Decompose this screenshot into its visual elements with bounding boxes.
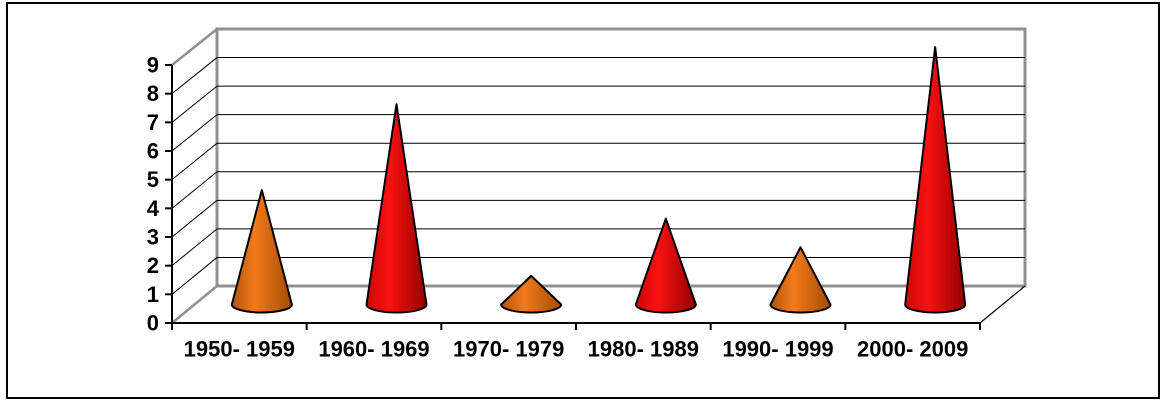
sidewall-gridline-5 xyxy=(171,142,218,181)
sidewall-gridline-8 xyxy=(171,57,218,95)
x-axis-label-4: 1980- 1989 xyxy=(588,337,699,362)
sidewall-gridline-3 xyxy=(171,199,218,238)
sidewall-gridline-7 xyxy=(171,85,218,123)
cone-2000-2009 xyxy=(904,46,967,314)
cone-1970-1979 xyxy=(500,274,563,314)
y-axis-label-4: 4 xyxy=(147,196,160,221)
sidewall-gridline-6 xyxy=(171,114,218,152)
x-axis-label-1: 1950- 1959 xyxy=(184,337,295,362)
x-axis-label-3: 1970- 1979 xyxy=(453,337,564,362)
sidewall-gridline-2 xyxy=(171,228,218,267)
floor-left-edge xyxy=(171,285,218,324)
cone-1960-1969 xyxy=(365,103,428,314)
y-axis-label-0: 0 xyxy=(147,311,159,336)
floor-right-edge xyxy=(979,285,1026,324)
sidewall-gridline-4 xyxy=(171,171,218,209)
wall-top-edge xyxy=(171,28,218,66)
y-axis-label-6: 6 xyxy=(147,139,159,164)
x-axis-label-5: 1990- 1999 xyxy=(722,337,833,362)
sidewall-gridline-1 xyxy=(171,257,218,295)
x-axis-label-2: 1960- 1969 xyxy=(318,337,429,362)
image-border xyxy=(6,2,1160,399)
y-axis-label-7: 7 xyxy=(147,110,159,135)
cone-1990-1999 xyxy=(769,246,832,314)
y-axis-label-9: 9 xyxy=(147,53,159,78)
y-axis-label-2: 2 xyxy=(147,253,159,278)
y-axis-label-8: 8 xyxy=(147,81,159,106)
chart-back-wall xyxy=(215,27,1027,288)
y-axis-label-5: 5 xyxy=(147,167,159,192)
y-axis-label-3: 3 xyxy=(147,225,159,250)
cone-1950-1959 xyxy=(230,189,293,314)
cone-1980-1989 xyxy=(634,217,697,314)
y-axis-label-1: 1 xyxy=(147,282,159,307)
x-axis-label-6: 2000- 2009 xyxy=(857,337,968,362)
